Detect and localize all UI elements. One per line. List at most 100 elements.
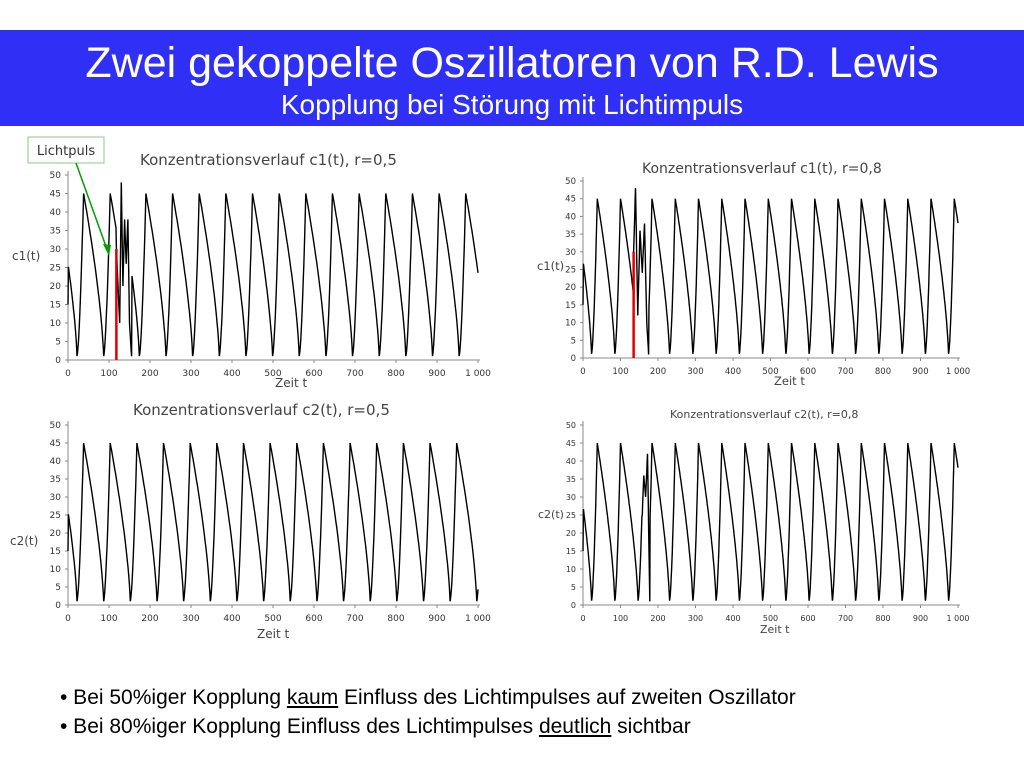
- chart-title: Konzentrationsverlauf c1(t), r=0,5: [140, 151, 397, 169]
- y-tick-label: 5: [55, 338, 61, 348]
- y-tick-label: 15: [50, 547, 61, 557]
- x-tick-label: 300: [182, 369, 199, 379]
- x-tick-label: 100: [612, 367, 628, 377]
- lichtpuls-label: Lichtpuls: [37, 144, 95, 159]
- x-axis-label: Zeit t: [760, 623, 790, 636]
- y-axis-label: c2(t): [538, 508, 564, 521]
- y-tick-label: 40: [566, 457, 576, 466]
- x-tick-label: 300: [688, 614, 703, 623]
- y-tick-label: 20: [50, 282, 62, 292]
- x-tick-label: 1 000: [946, 367, 970, 377]
- bullet-1-text-before: • Bei 50%iger Kopplung: [60, 686, 287, 709]
- bullet-1-text-after: Einfluss des Lichtimpulses auf zweiten O…: [338, 686, 796, 709]
- x-tick-label: 900: [428, 369, 445, 379]
- y-tick-label: 40: [50, 208, 62, 218]
- x-tick-label: 800: [875, 614, 890, 623]
- y-tick-label: 5: [55, 583, 61, 593]
- y-axis-label: c1(t): [537, 259, 564, 273]
- y-tick-label: 25: [50, 511, 61, 521]
- y-tick-label: 25: [50, 264, 61, 274]
- y-tick-label: 45: [50, 190, 61, 200]
- x-tick-label: 300: [182, 614, 199, 624]
- x-tick-label: 500: [264, 614, 281, 624]
- y-tick-label: 45: [565, 195, 576, 205]
- x-tick-label: 200: [650, 367, 666, 377]
- x-tick-label: 400: [725, 367, 741, 377]
- y-tick-label: 30: [50, 493, 62, 503]
- y-tick-label: 35: [565, 230, 576, 240]
- chart-title: Konzentrationsverlauf c1(t), r=0,8: [642, 161, 882, 177]
- y-axis-label: c1(t): [12, 249, 40, 263]
- x-axis-label: Zeit t: [275, 376, 307, 390]
- x-tick-label: 0: [580, 367, 585, 377]
- y-tick-label: 50: [50, 171, 62, 181]
- chart-title: Konzentrationsverlauf c2(t), r=0,5: [133, 401, 390, 419]
- x-tick-label: 200: [141, 614, 158, 624]
- y-tick-label: 45: [50, 439, 61, 449]
- bullet-item-1: • Bei 50%iger Kopplung kaum Einfluss des…: [60, 683, 1010, 712]
- x-tick-label: 300: [687, 367, 703, 377]
- lichtpuls-arrow: [75, 162, 109, 253]
- x-tick-label: 900: [428, 614, 445, 624]
- x-tick-label: 200: [650, 614, 665, 623]
- y-tick-label: 25: [566, 511, 576, 520]
- x-tick-label: 0: [580, 614, 585, 623]
- y-tick-label: 10: [50, 565, 62, 575]
- chart-panel: Konzentrationsverlauf c2(t), r=0,8 0 5 10 15…: [538, 408, 969, 636]
- y-tick-label: 20: [565, 283, 576, 293]
- y-tick-label: 0: [571, 354, 576, 364]
- y-tick-label: 0: [571, 601, 576, 610]
- x-tick-label: 600: [800, 367, 816, 377]
- x-tick-label: 600: [305, 369, 322, 379]
- y-tick-label: 15: [566, 547, 576, 556]
- y-tick-label: 20: [50, 529, 62, 539]
- y-tick-label: 15: [50, 301, 61, 311]
- y-tick-label: 5: [571, 336, 576, 346]
- x-tick-label: 0: [65, 614, 71, 624]
- x-tick-label: 1 000: [947, 614, 970, 623]
- x-tick-label: 500: [264, 369, 281, 379]
- x-tick-label: 1 000: [465, 369, 491, 379]
- x-tick-label: 800: [387, 369, 404, 379]
- x-tick-label: 100: [613, 614, 628, 623]
- x-tick-label: 900: [912, 367, 928, 377]
- y-tick-label: 0: [55, 356, 61, 366]
- x-tick-label: 700: [838, 614, 853, 623]
- bullet-2-emphasis: deutlich: [538, 715, 612, 738]
- lichtpuls-annotation: Lichtpuls: [27, 136, 111, 256]
- chart-title: Konzentrationsverlauf c2(t), r=0,8: [670, 408, 858, 421]
- x-tick-label: 800: [387, 614, 404, 624]
- x-tick-label: 600: [305, 614, 322, 624]
- y-tick-label: 30: [566, 493, 576, 502]
- x-tick-label: 900: [913, 614, 928, 623]
- x-tick-label: 600: [800, 614, 815, 623]
- chart-panel: Konzentrationsverlauf c1(t), r=0,8 0 5 10 15…: [537, 161, 970, 388]
- x-tick-label: 800: [875, 367, 891, 377]
- series-line: [582, 188, 959, 355]
- x-tick-label: 200: [141, 369, 158, 379]
- x-tick-label: 700: [346, 614, 363, 624]
- y-axis-label: c2(t): [10, 534, 38, 548]
- y-tick-label: 45: [566, 439, 576, 448]
- series-line: [582, 442, 959, 602]
- chart-panel: Konzentrationsverlauf c1(t), r=0,5 0 5 10 15…: [12, 151, 491, 390]
- x-tick-label: 700: [837, 367, 853, 377]
- lichtpuls-arrowhead: [103, 244, 111, 256]
- y-tick-label: 30: [50, 245, 62, 255]
- y-tick-label: 5: [571, 583, 576, 592]
- x-tick-label: 400: [223, 614, 240, 624]
- x-tick-label: 500: [763, 614, 778, 623]
- series-line: [67, 182, 479, 357]
- y-tick-label: 10: [50, 319, 62, 329]
- x-tick-label: 700: [346, 369, 363, 379]
- y-tick-label: 35: [50, 475, 61, 485]
- x-tick-label: 0: [65, 369, 71, 379]
- y-tick-label: 20: [566, 529, 576, 538]
- y-tick-label: 35: [566, 475, 576, 484]
- x-tick-label: 500: [762, 367, 778, 377]
- y-tick-label: 50: [565, 177, 576, 187]
- x-axis-label: Zeit t: [774, 374, 805, 388]
- bullet-2-text-before: • Bei 80%iger Kopplung Einfluss des Lich…: [60, 715, 539, 738]
- y-tick-label: 35: [50, 227, 61, 237]
